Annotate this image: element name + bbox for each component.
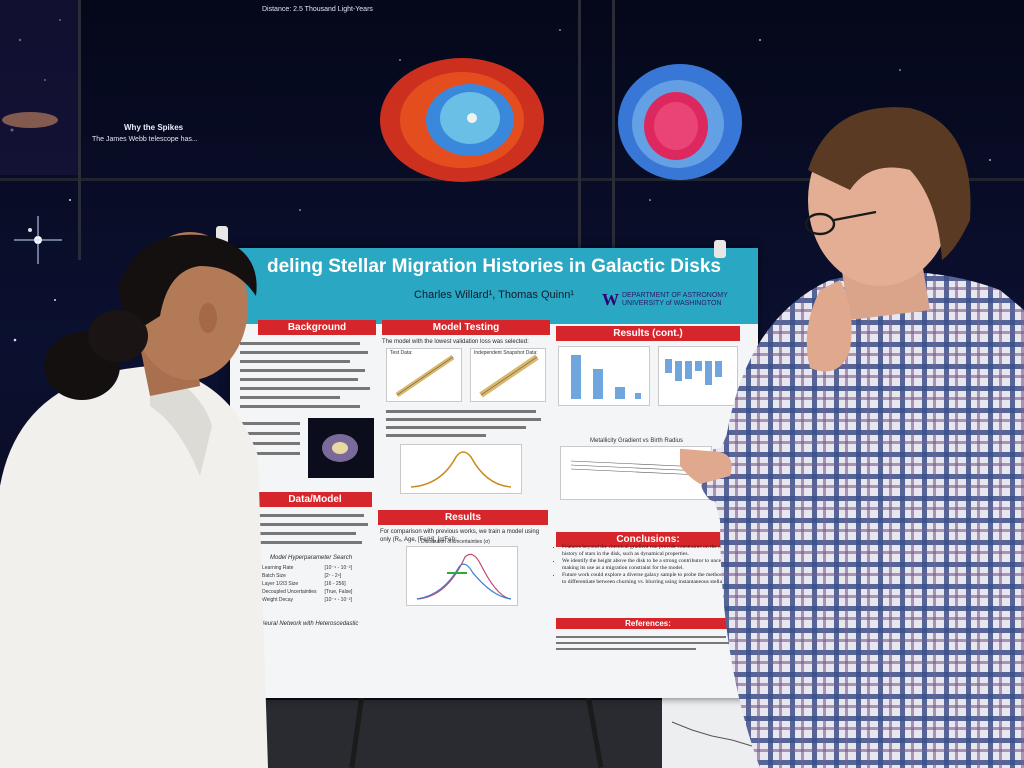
section-results-cont: Results (cont.) — [556, 326, 740, 341]
section-conclusions: Conclusions: — [556, 532, 740, 547]
wall-caption: The James Webb telescope has... — [92, 136, 198, 143]
hyper-cell: [16 - 256] — [324, 581, 346, 587]
results-intro: For comparison with previous works, we t… — [380, 529, 540, 543]
nebula-red — [380, 58, 544, 182]
section-data-model: Data/Model — [258, 492, 372, 507]
affiliation-dept: DEPARTMENT OF ASTRONOMY — [622, 292, 728, 299]
feature-importance-figure — [558, 346, 650, 406]
wall-heading: Why the Spikes — [124, 123, 184, 132]
hyper-cell: [10⁻⁴ - 10⁻²] — [324, 565, 352, 571]
hyper-cell: [True, False] — [324, 589, 353, 595]
wall-seam — [78, 0, 81, 260]
hyper-title: Model Hyperparameter Search — [270, 555, 353, 561]
section-model-testing: Model Testing — [382, 320, 550, 335]
hyper-row: Decoupled Uncertainties [True, False] — [258, 588, 356, 596]
test-data-label: Test Data: — [390, 350, 413, 356]
hyper-cell: Learning Rate — [262, 565, 294, 571]
hyper-cell: Decoupled Uncertainties — [262, 589, 317, 595]
hyper-row: Weight Decay [10⁻⁴ - 10⁻²] — [258, 596, 356, 604]
affiliation-univ: UNIVERSITY of WASHINGTON — [622, 300, 722, 307]
glasses-icon — [804, 210, 877, 236]
hyper-cell: Weight Decay — [262, 597, 294, 603]
dist-title: Distribution of Uncertainties (σ) — [421, 539, 490, 545]
wall-seam — [578, 0, 581, 260]
scatter-test-figure: Test Data: — [386, 348, 462, 402]
distance-caption: Distance: 2.5 Thousand Light-Years — [262, 6, 373, 13]
section-background: Background — [258, 320, 376, 335]
person-right — [680, 107, 1024, 768]
hyper-table: Learning Rate [10⁻⁴ - 10⁻²] Batch Size [2⁷ … — [258, 564, 356, 604]
metallicity-title: Metallicity Gradient vs Birth Radius — [590, 438, 684, 444]
uw-logo-icon: W — [602, 290, 619, 309]
research-poster: deling Stellar Migration Histories in Ga… — [230, 248, 758, 698]
affiliation: DEPARTMENT OF ASTRONOMY UNIVERSITY of WA… — [622, 292, 758, 308]
hyper-row: Learning Rate [10⁻⁴ - 10⁻²] — [258, 564, 356, 572]
hyper-cell: Layer 1/2/3 Size — [262, 581, 299, 587]
background-text — [240, 340, 380, 493]
conclusion-item: Future work could explore a diverse gala… — [562, 572, 746, 586]
hyper-row: Batch Size [2⁷ - 2⁹] — [258, 572, 356, 580]
clip-icon — [714, 240, 726, 258]
poster-authors: Charles Willard¹, Thomas Quinn¹ — [414, 289, 574, 301]
data-model-panel — [244, 512, 374, 555]
bright-star-icon — [14, 216, 62, 264]
section-references: References: — [556, 618, 740, 629]
scatter-independent-figure: Independent Snapshot Data: — [470, 348, 546, 402]
section-results: Results — [378, 510, 548, 525]
references-text — [556, 634, 740, 653]
nebula-blue — [618, 64, 742, 180]
conclusion-item: Features beyond the chemical gradient ca… — [562, 544, 746, 558]
hyper-row: Layer 1/2/3 Size [16 - 256] — [258, 580, 356, 588]
model-testing-intro: The model with the lowest validation los… — [382, 339, 529, 345]
correlation-figure — [658, 346, 738, 406]
poster-title: deling Stellar Migration Histories in Ga… — [266, 256, 721, 277]
person-left — [0, 232, 268, 768]
wall-seam — [612, 0, 615, 260]
conclusions-list: Features beyond the chemical gradient ca… — [550, 544, 746, 586]
hyper-cell: Batch Size — [262, 573, 286, 579]
hyper-cell: [10⁻⁴ - 10⁻²] — [324, 597, 352, 603]
conclusion-item: We identify the height above the disk to… — [562, 558, 746, 572]
nn-text: Neural Network with Heteroscedastic — [260, 621, 359, 627]
hyper-cell: [2⁷ - 2⁹] — [324, 573, 342, 579]
uncertainty-figure: Distribution of Uncertainties (σ) — [406, 539, 518, 606]
poster-header — [230, 248, 758, 324]
error-distribution-figure — [400, 444, 522, 494]
figure2-caption — [386, 408, 546, 441]
starfield — [0, 0, 991, 342]
wall-seam — [0, 178, 1024, 181]
independent-label: Independent Snapshot Data: — [474, 350, 538, 356]
